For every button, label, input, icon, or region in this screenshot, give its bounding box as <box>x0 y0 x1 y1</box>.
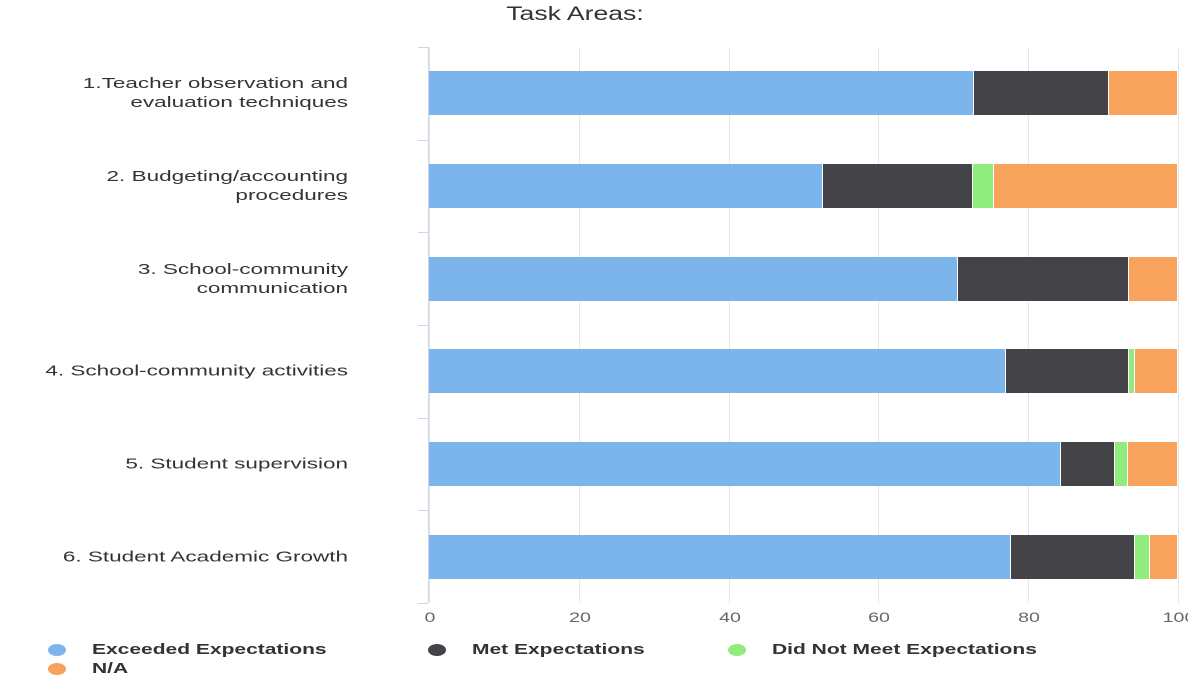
bar-segment <box>973 71 1110 116</box>
axis-tick <box>418 510 428 512</box>
bar-segment <box>1061 442 1116 486</box>
axis-tick <box>418 232 428 234</box>
grid-line <box>728 47 730 603</box>
grid-line <box>1028 47 1030 603</box>
axis-tick <box>418 139 428 141</box>
axis-line <box>428 47 429 603</box>
bar-segment <box>1115 442 1128 486</box>
bar-segment <box>429 71 974 116</box>
legend-label: Met Expectations <box>472 641 645 658</box>
category-label: 1.Teacher observation and evaluation tec… <box>82 75 348 112</box>
legend-marker <box>428 644 446 656</box>
grid-line <box>578 47 580 603</box>
category-label: 6. Student Academic Growth <box>62 548 348 566</box>
x-tick-label: 40 <box>718 609 741 625</box>
legend-marker <box>48 644 66 656</box>
grid-line <box>429 47 430 603</box>
bar-segment <box>429 256 958 301</box>
legend-marker <box>48 663 66 675</box>
bar-segment <box>429 534 1011 579</box>
category-label: 2. Budgeting/accounting procedures <box>106 168 348 204</box>
legend-marker <box>728 644 746 656</box>
bar-segment <box>822 164 973 208</box>
bar-segment <box>1127 442 1178 486</box>
bar-segment <box>1135 349 1178 394</box>
bar-segment <box>1129 256 1178 301</box>
legend-label: N/A <box>92 660 129 676</box>
bar-segment <box>957 256 1130 301</box>
bar-segment <box>1129 349 1136 394</box>
bar-segment <box>1150 534 1178 579</box>
axis-tick <box>418 417 428 419</box>
category-label: 4. School-community activities <box>45 362 348 380</box>
bar-segment <box>972 164 994 208</box>
legend-label: Did Not Meet Expectations <box>772 641 1037 658</box>
axis-tick <box>418 603 428 604</box>
bar-segment <box>429 164 823 208</box>
x-tick-label: 80 <box>1018 609 1041 625</box>
axis-tick <box>418 325 428 326</box>
x-tick-label: 60 <box>868 609 891 625</box>
grid-line <box>878 47 880 603</box>
axis-tick <box>418 47 428 48</box>
x-tick-label: 100 <box>1162 609 1188 625</box>
bar-segment <box>1005 349 1130 394</box>
chart-title: Task Areas: <box>506 4 644 25</box>
bar-segment <box>1010 534 1136 579</box>
bar-segment <box>429 442 1062 486</box>
bar-segment <box>429 349 1006 394</box>
category-label: 3. School-community communication <box>137 260 348 297</box>
x-tick-label: 0 <box>424 609 436 625</box>
x-tick-label: 20 <box>568 609 591 625</box>
category-label: 5. Student supervision <box>125 455 348 473</box>
grid-line <box>1178 47 1179 603</box>
bar-segment <box>1135 534 1151 579</box>
legend-label: Exceeded Expectations <box>92 641 327 658</box>
bar-segment <box>1109 71 1178 116</box>
bar-segment <box>993 164 1178 208</box>
